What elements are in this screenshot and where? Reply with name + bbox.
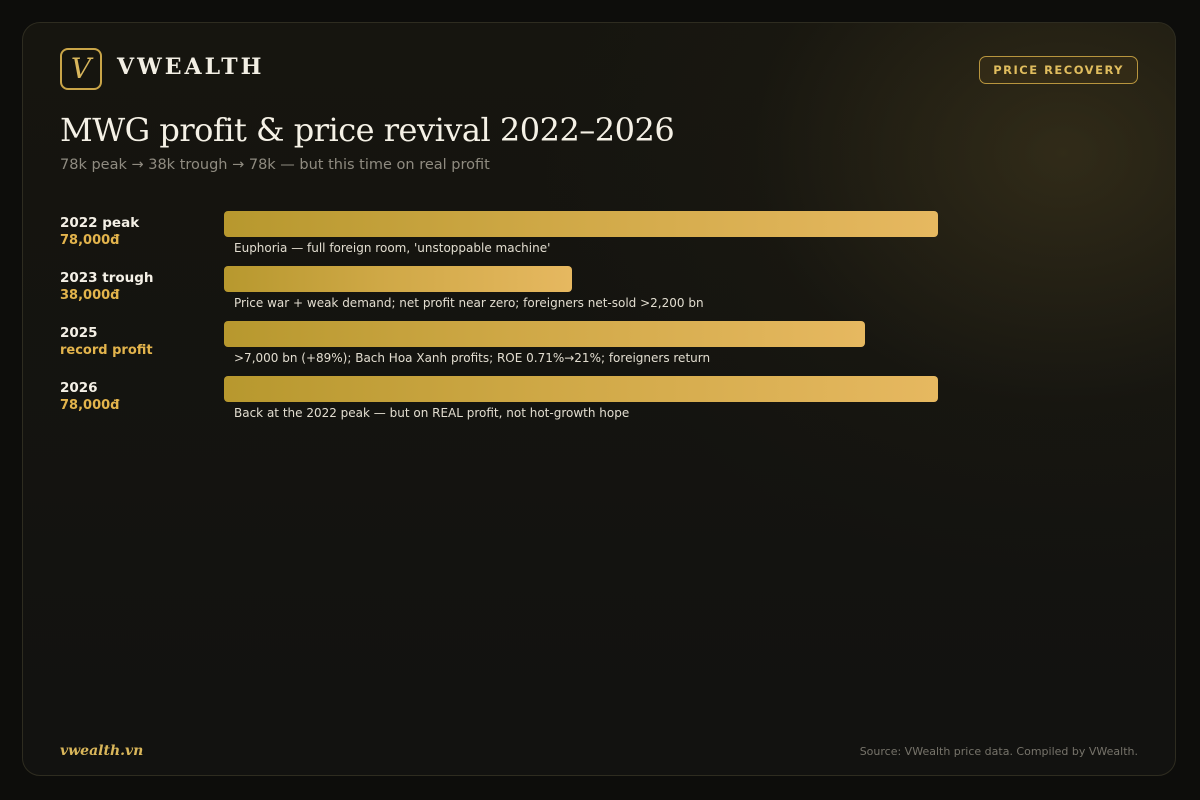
value-label: 78,000đ [60, 232, 120, 248]
bar [224, 376, 938, 402]
bar-annotation: Euphoria — full foreign room, 'unstoppab… [234, 241, 551, 255]
brand-logo-letter: V [70, 52, 92, 85]
category-label: 2026 [60, 380, 98, 396]
chart-row: 2026 78,000đ Back at the 2022 peak — but o… [60, 376, 1140, 428]
chart-subtitle: 78k peak → 38k trough → 78k — but this t… [60, 157, 490, 173]
bar-track [224, 211, 938, 237]
bar [224, 321, 865, 347]
bar-annotation: >7,000 bn (+89%); Bach Hoa Xanh profits;… [234, 351, 711, 365]
value-label: record profit [60, 342, 153, 358]
chart-row: 2022 peak 78,000đ Euphoria — full foreign … [60, 211, 1140, 263]
row-label: 2022 peak 78,000đ [60, 215, 220, 248]
category-badge: PRICE RECOVERY [979, 56, 1138, 84]
category-label: 2023 trough [60, 270, 154, 286]
chart-row: 2023 trough 38,000đ Price war + weak deman… [60, 266, 1140, 318]
bar-chart: 2022 peak 78,000đ Euphoria — full foreign … [60, 211, 1140, 441]
value-label: 78,000đ [60, 397, 120, 413]
row-label: 2026 78,000đ [60, 380, 220, 413]
card: V VWEALTH PRICE RECOVERY MWG profit & pr… [22, 22, 1176, 776]
value-label: 38,000đ [60, 287, 120, 303]
bar-track [224, 266, 938, 292]
bar-track [224, 321, 938, 347]
row-label: 2025 record profit [60, 325, 220, 358]
chart-row: 2025 record profit >7,000 bn (+89%); Bach … [60, 321, 1140, 373]
brand-name: VWEALTH [117, 54, 265, 80]
bar [224, 211, 938, 237]
row-label: 2023 trough 38,000đ [60, 270, 220, 303]
brand-logo: V [60, 48, 102, 90]
footer-site: vwealth.vn [60, 743, 144, 759]
bar [224, 266, 572, 292]
chart-title: MWG profit & price revival 2022–2026 [60, 111, 675, 149]
bar-annotation: Price war + weak demand; net profit near… [234, 296, 704, 310]
category-label: 2022 peak [60, 215, 140, 231]
category-label: 2025 [60, 325, 98, 341]
bar-track [224, 376, 938, 402]
footer-source: Source: VWealth price data. Compiled by … [859, 745, 1138, 758]
bar-annotation: Back at the 2022 peak — but on REAL prof… [234, 406, 630, 420]
